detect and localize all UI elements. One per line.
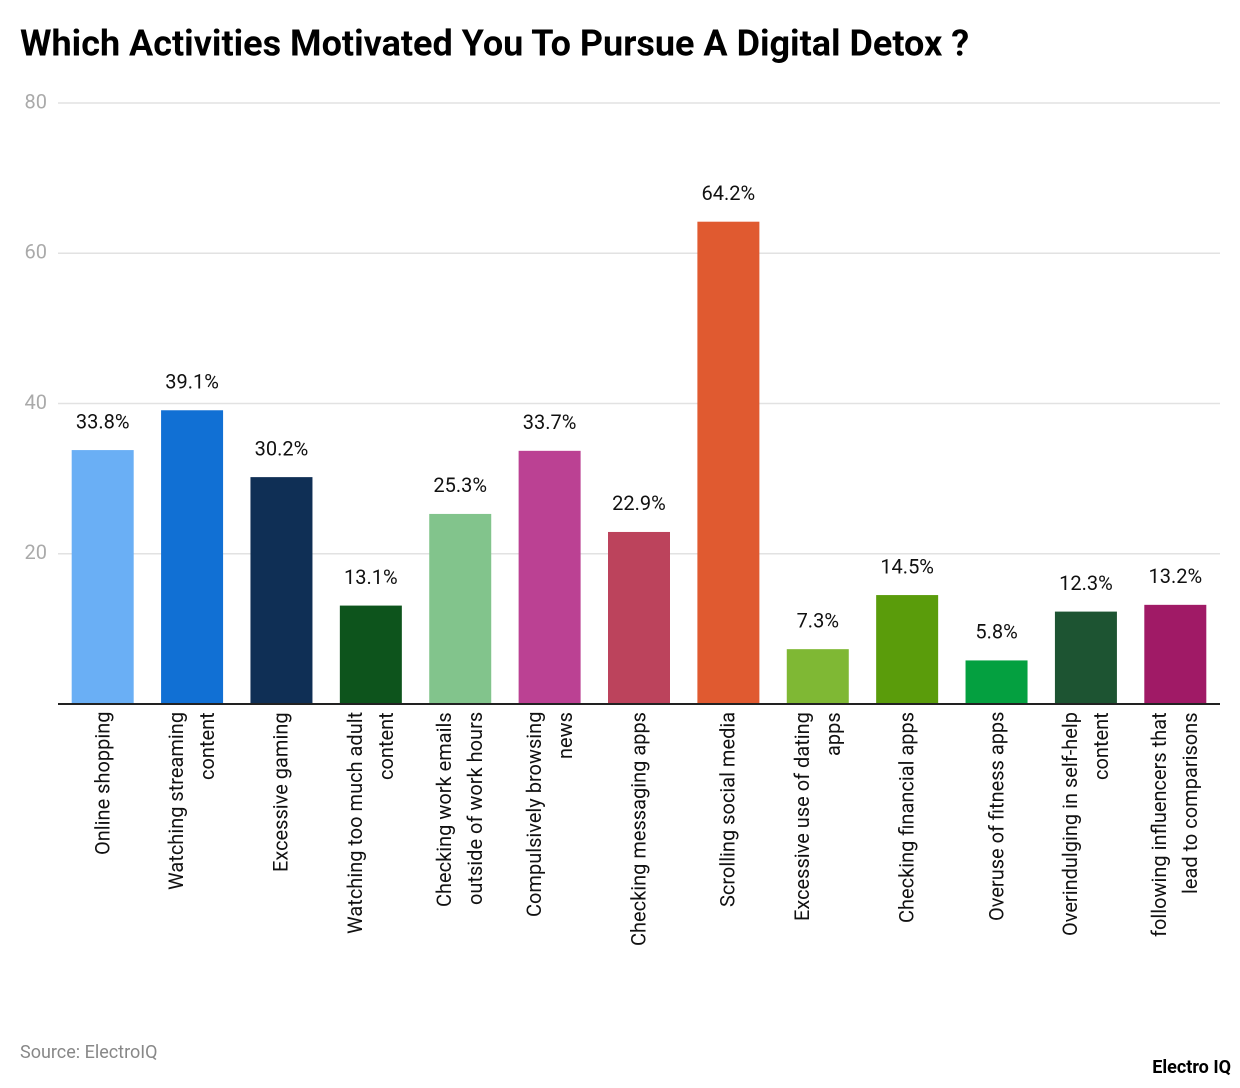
source: Source: ElectroIQ	[20, 1042, 158, 1063]
brand: Electro IQ	[1152, 1057, 1231, 1078]
x-tick-label: Checking financial apps	[894, 712, 919, 924]
value-label: 33.7%	[523, 410, 577, 434]
value-label: 7.3%	[797, 608, 839, 632]
x-tick-label: Online shopping	[90, 712, 115, 856]
bar	[1144, 604, 1207, 704]
y-tick-label: 80	[25, 89, 47, 113]
x-tick-label: Excessive gaming	[268, 712, 293, 872]
x-tick-label: Checking messaging apps	[626, 712, 651, 947]
value-label: 39.1%	[165, 370, 219, 394]
x-tick-label: Excessive use of dating apps	[789, 712, 845, 921]
bar	[161, 410, 224, 704]
x-tick-label: Overindulging in self-help content	[1057, 712, 1113, 936]
bar	[697, 221, 760, 704]
value-label: 13.2%	[1148, 564, 1202, 588]
y-tick-label: 60	[25, 240, 47, 264]
x-tick-label: following influencers that lead to compa…	[1147, 712, 1203, 937]
x-tick-label: Watching too much adult content	[342, 712, 398, 935]
y-tick-label: 40	[25, 390, 47, 414]
bar	[518, 450, 581, 704]
chart-title: Which Activities Motivated You To Pursue…	[20, 23, 969, 65]
value-label: 14.5%	[880, 554, 934, 578]
x-tick-label: Watching streaming content	[164, 712, 220, 891]
bar	[250, 477, 313, 704]
bar	[608, 531, 670, 704]
x-tick-label: Overuse of fitness apps	[984, 712, 1009, 922]
value-label: 5.8%	[975, 620, 1017, 644]
value-label: 30.2%	[255, 436, 309, 460]
value-label: 13.1%	[344, 565, 398, 589]
bar	[339, 605, 402, 704]
bar	[71, 450, 134, 704]
value-label: 33.8%	[76, 409, 130, 433]
bar	[1054, 611, 1117, 704]
x-tick-label: Compulsively browsing news	[521, 712, 577, 918]
bar	[429, 513, 492, 704]
value-label: 22.9%	[612, 491, 666, 515]
x-tick-label: Scrolling social media	[715, 712, 740, 908]
value-label: 25.3%	[433, 473, 487, 497]
value-label: 12.3%	[1059, 571, 1113, 595]
bar	[965, 660, 1028, 704]
y-tick-label: 20	[25, 540, 47, 564]
bar	[876, 595, 939, 704]
value-label: 64.2%	[702, 181, 756, 205]
x-tick-label: Checking work emails outside of work hou…	[432, 712, 488, 907]
bar	[786, 649, 849, 704]
